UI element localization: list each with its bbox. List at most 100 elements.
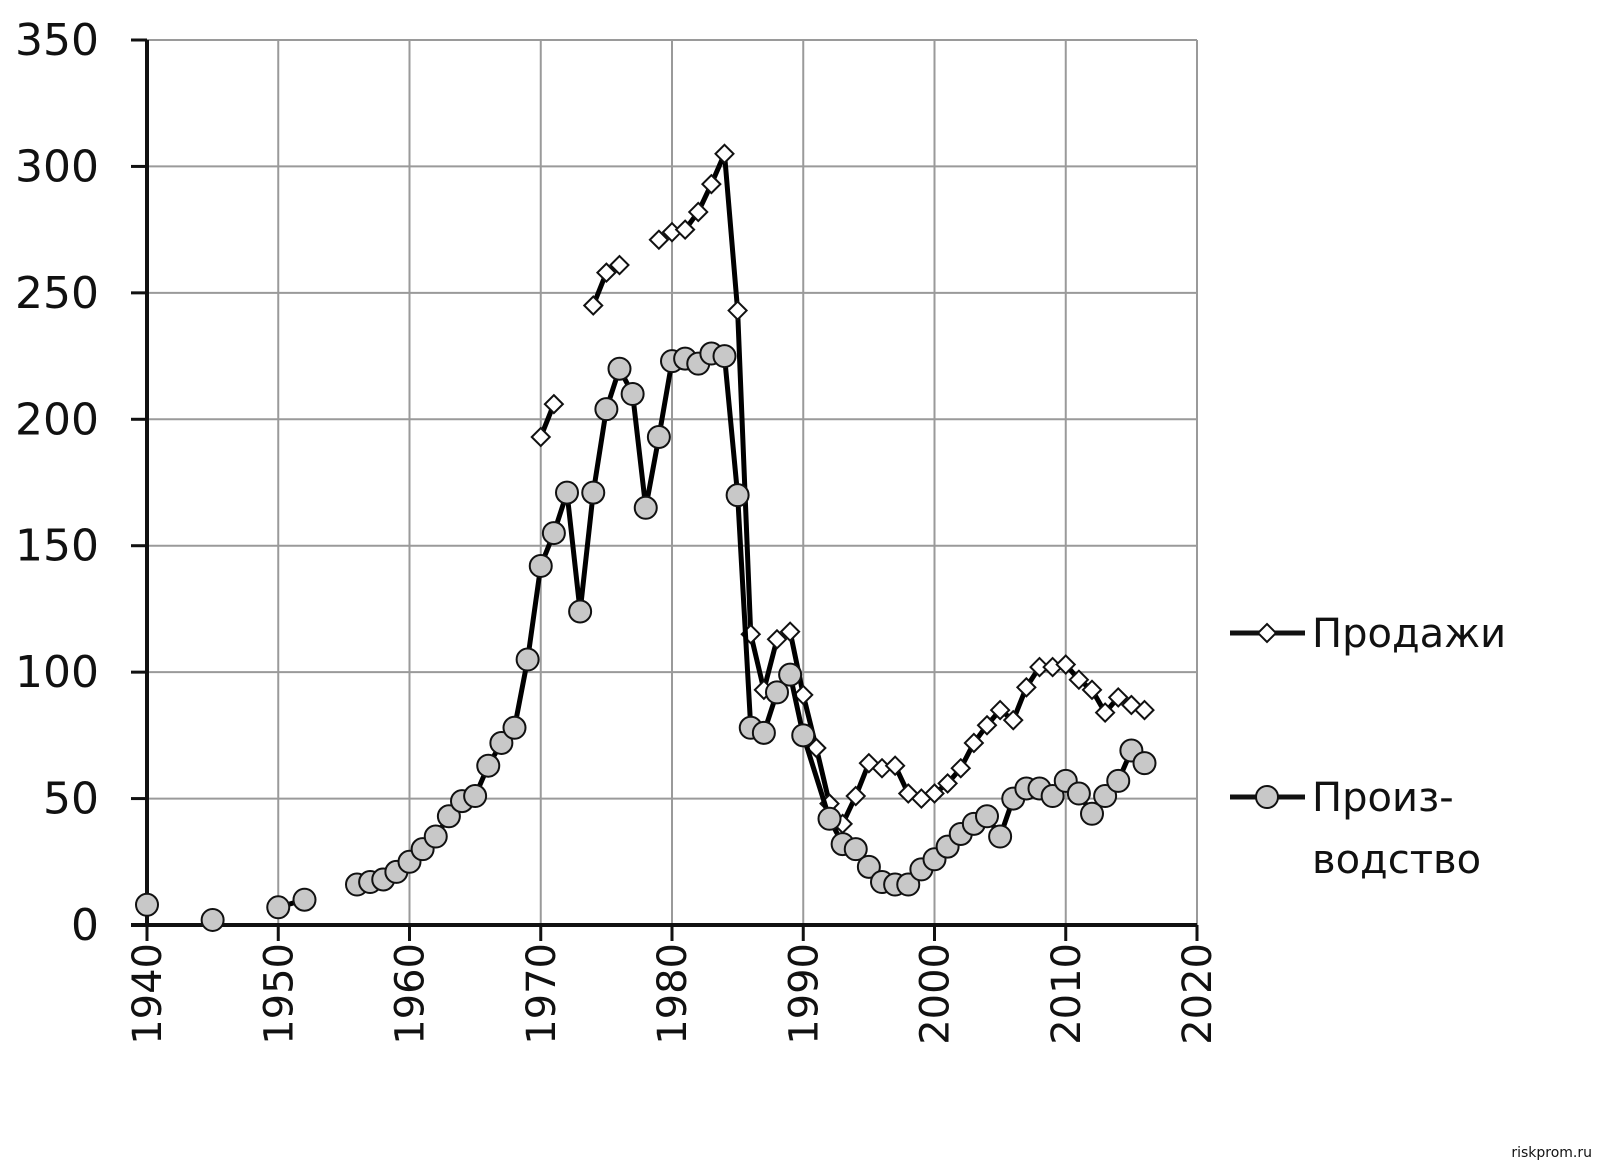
x-tick-label: 2010 — [1044, 943, 1090, 1045]
y-tick-label: 150 — [15, 521, 99, 572]
circle-marker — [896, 872, 921, 897]
legend-label: Произ- — [1312, 775, 1454, 821]
circle-marker — [633, 495, 658, 520]
x-tick-label: 2000 — [913, 943, 959, 1045]
circle-marker — [1255, 785, 1279, 809]
circle-marker — [975, 804, 999, 829]
diamond-marker — [792, 684, 814, 706]
circle-marker — [489, 730, 514, 755]
circle-marker — [436, 804, 461, 829]
y-tick-label: 350 — [15, 15, 99, 66]
legend-item: Продажи — [1230, 611, 1506, 657]
diamond-marker — [884, 755, 906, 777]
watermark: riskprom.ru — [1511, 1145, 1592, 1161]
legend-label: Продажи — [1312, 611, 1506, 657]
circle-marker — [607, 356, 632, 381]
diamond-marker — [648, 229, 670, 251]
y-tick-label: 200 — [15, 394, 99, 445]
circle-marker — [594, 397, 619, 422]
x-tick-label: 1940 — [125, 943, 171, 1045]
diamond-marker — [1068, 669, 1090, 691]
circle-marker — [765, 680, 789, 705]
circle-marker — [751, 720, 776, 745]
y-tick-label: 0 — [71, 900, 99, 951]
series-layer — [135, 143, 1157, 932]
circle-marker — [778, 662, 803, 687]
circle-marker — [1106, 768, 1131, 793]
diamond-marker — [1256, 622, 1278, 644]
diamond-marker — [845, 785, 867, 807]
circle-marker — [1066, 781, 1091, 806]
diamond-marker — [1107, 687, 1129, 708]
axes — [131, 38, 1199, 941]
diamond-marker — [609, 254, 630, 276]
diamond-marker — [674, 219, 696, 241]
y-tick-label: 250 — [15, 268, 99, 319]
diamond-marker — [714, 143, 735, 165]
diamond-marker — [1015, 676, 1037, 698]
x-tick-label: 2020 — [1175, 943, 1221, 1045]
circle-marker — [292, 887, 317, 912]
diamond-marker — [976, 714, 998, 736]
circle-marker — [555, 480, 579, 505]
circle-marker — [200, 907, 225, 932]
diamond-marker — [1094, 702, 1116, 724]
x-tick-label: 1950 — [256, 943, 302, 1045]
x-tick-label: 1960 — [388, 943, 434, 1045]
circle-marker — [712, 344, 737, 369]
circle-marker — [1080, 801, 1104, 826]
legend-label: водство — [1312, 837, 1481, 883]
y-tick-label: 100 — [15, 647, 99, 698]
circle-marker — [528, 553, 553, 578]
legend-item: Произ-водство — [1230, 775, 1481, 883]
circle-marker — [988, 824, 1013, 849]
diamond-marker — [937, 772, 959, 794]
diamond-marker — [1081, 679, 1103, 701]
circle-marker — [463, 784, 488, 809]
diamond-marker — [1055, 654, 1077, 675]
circle-marker — [423, 824, 448, 849]
circle-marker — [541, 521, 566, 546]
diamond-marker — [530, 426, 552, 448]
circle-marker — [725, 483, 750, 508]
series-production — [135, 341, 1157, 932]
diamond-marker — [963, 732, 985, 754]
circle-marker — [1132, 751, 1157, 776]
y-tick-label: 50 — [43, 774, 99, 825]
circle-marker — [476, 753, 501, 778]
circle-marker — [620, 382, 645, 406]
diamond-marker — [779, 621, 801, 643]
circle-marker — [817, 806, 842, 831]
diamond-marker — [595, 262, 617, 284]
diamond-marker — [950, 757, 972, 779]
circle-marker — [135, 892, 159, 917]
circle-marker — [791, 723, 816, 748]
circle-marker — [515, 647, 540, 672]
x-tick-label: 1970 — [519, 943, 565, 1045]
x-tick-label: 1980 — [650, 943, 696, 1045]
diamond-marker — [1002, 709, 1024, 731]
x-tick-label: 1990 — [781, 943, 827, 1045]
diamond-marker — [989, 699, 1011, 721]
diamond-marker — [687, 201, 709, 223]
circle-marker — [1040, 784, 1065, 809]
circle-marker — [856, 854, 881, 879]
circle-marker — [646, 424, 671, 449]
diamond-marker — [1134, 699, 1155, 721]
diamond-marker — [543, 393, 565, 415]
diamond-marker — [700, 173, 722, 195]
circle-marker — [843, 837, 868, 862]
circle-marker — [266, 895, 291, 920]
diamond-marker — [582, 295, 604, 316]
circle-marker — [568, 599, 593, 624]
y-tick-labels: 0 50 100 150 200 250 300 350 — [15, 15, 99, 951]
diamond-marker — [766, 628, 788, 650]
circle-marker — [581, 480, 606, 505]
diamond-marker — [924, 783, 945, 804]
diamond-marker — [727, 300, 749, 321]
series-sales — [530, 143, 1155, 835]
legend: Продажи Произ-водство — [1230, 611, 1506, 883]
circle-marker — [502, 715, 527, 740]
x-tick-labels: 1940 1950 1960 1970 1980 1990 2000 2010 2020 — [125, 943, 1221, 1045]
